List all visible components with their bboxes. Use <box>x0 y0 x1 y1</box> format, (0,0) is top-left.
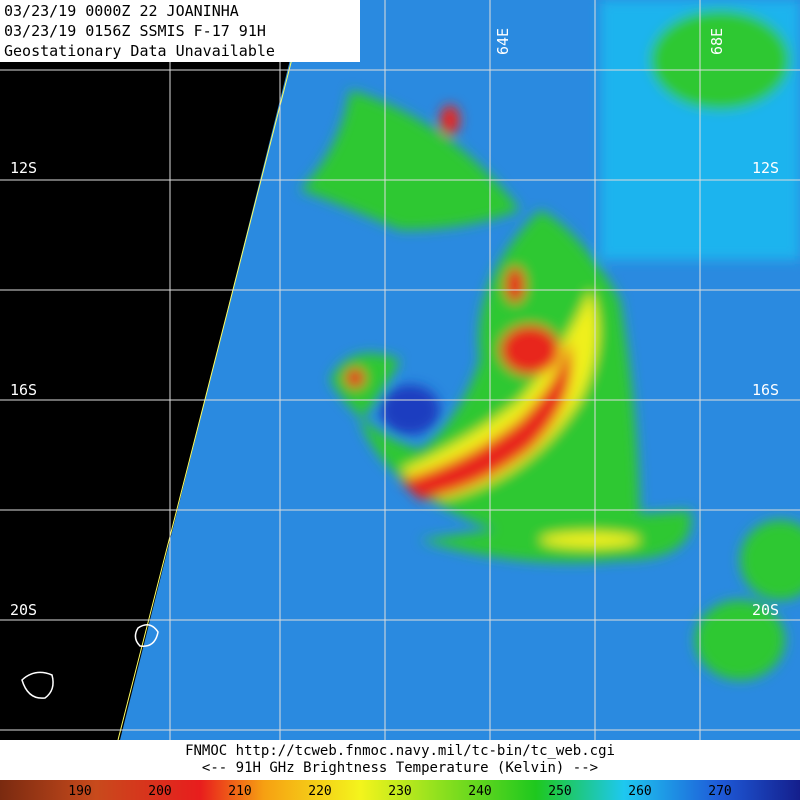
footer-line: <-- 91H GHz Brightness Temperature (Kelv… <box>202 760 598 776</box>
graticule <box>0 0 800 740</box>
colorbar-label: 230 <box>388 784 411 799</box>
colorbar-labels: 190 200 210 220 230 240 250 260 270 <box>68 784 731 799</box>
colorbar-label: 200 <box>148 784 171 799</box>
lat-label: 16S <box>10 381 37 399</box>
colorbar-label: 240 <box>468 784 491 799</box>
colorbar-label: 190 <box>68 784 91 799</box>
footer-line: FNMOC http://tcweb.fnmoc.navy.mil/tc-bin… <box>185 743 615 759</box>
header-line: Geostationary Data Unavailable <box>4 42 275 60</box>
imagery <box>0 0 800 741</box>
colorbar-label: 270 <box>708 784 731 799</box>
lat-label: 12S <box>752 159 779 177</box>
lat-label: 20S <box>752 601 779 619</box>
colorbar-label: 250 <box>548 784 571 799</box>
lat-label: 20S <box>10 601 37 619</box>
lat-label: 16S <box>752 381 779 399</box>
header-line: 03/23/19 0156Z SSMIS F-17 91H <box>4 22 266 40</box>
lat-label: 12S <box>10 159 37 177</box>
lon-label: 68E <box>708 28 726 55</box>
header-line: 03/23/19 0000Z 22 JOANINHA <box>4 2 239 20</box>
colorbar <box>0 780 800 800</box>
colorbar-label: 260 <box>628 784 651 799</box>
colorbar-label: 220 <box>308 784 331 799</box>
lon-label: 64E <box>494 28 512 55</box>
colorbar-label: 210 <box>228 784 251 799</box>
header-box <box>0 0 360 62</box>
